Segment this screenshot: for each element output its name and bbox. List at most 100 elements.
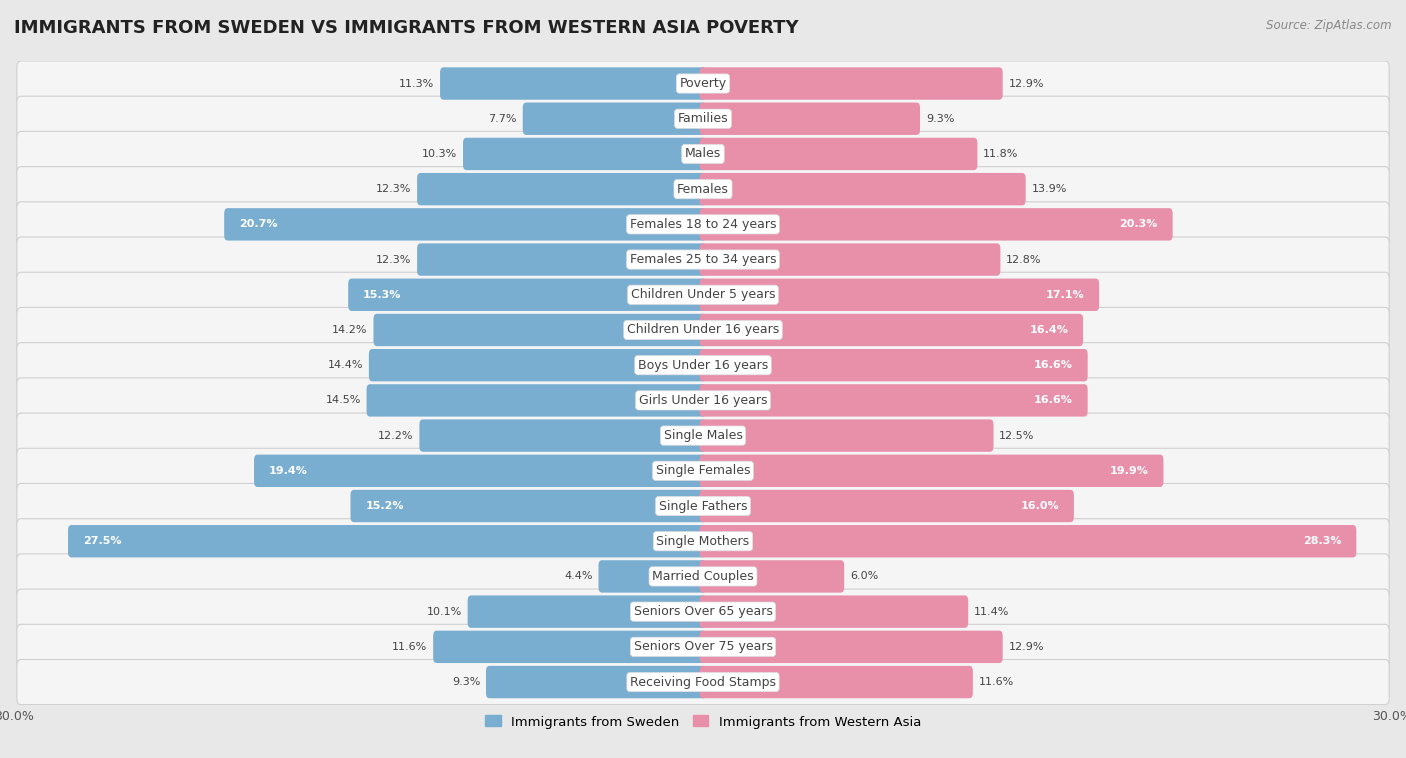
Text: 16.6%: 16.6% <box>1033 360 1073 370</box>
FancyBboxPatch shape <box>700 102 920 135</box>
FancyBboxPatch shape <box>349 279 706 311</box>
FancyBboxPatch shape <box>700 560 844 593</box>
FancyBboxPatch shape <box>17 343 1389 388</box>
Text: 4.4%: 4.4% <box>564 572 593 581</box>
Text: 14.4%: 14.4% <box>328 360 363 370</box>
Text: IMMIGRANTS FROM SWEDEN VS IMMIGRANTS FROM WESTERN ASIA POVERTY: IMMIGRANTS FROM SWEDEN VS IMMIGRANTS FRO… <box>14 19 799 37</box>
Text: 11.4%: 11.4% <box>974 606 1010 617</box>
Text: Single Females: Single Females <box>655 465 751 478</box>
Text: 10.1%: 10.1% <box>426 606 461 617</box>
FancyBboxPatch shape <box>599 560 706 593</box>
FancyBboxPatch shape <box>700 490 1074 522</box>
FancyBboxPatch shape <box>700 419 994 452</box>
FancyBboxPatch shape <box>17 202 1389 247</box>
Text: Females 18 to 24 years: Females 18 to 24 years <box>630 218 776 231</box>
Text: Seniors Over 65 years: Seniors Over 65 years <box>634 605 772 618</box>
FancyBboxPatch shape <box>700 666 973 698</box>
FancyBboxPatch shape <box>468 596 706 628</box>
Text: Seniors Over 75 years: Seniors Over 75 years <box>634 641 772 653</box>
FancyBboxPatch shape <box>17 61 1389 106</box>
FancyBboxPatch shape <box>368 349 706 381</box>
Text: 11.6%: 11.6% <box>392 642 427 652</box>
Text: 9.3%: 9.3% <box>451 677 481 687</box>
Text: Children Under 5 years: Children Under 5 years <box>631 288 775 301</box>
Text: 10.3%: 10.3% <box>422 149 457 159</box>
Text: 7.7%: 7.7% <box>488 114 517 124</box>
FancyBboxPatch shape <box>523 102 706 135</box>
FancyBboxPatch shape <box>700 208 1173 240</box>
FancyBboxPatch shape <box>419 419 706 452</box>
FancyBboxPatch shape <box>700 384 1088 417</box>
FancyBboxPatch shape <box>418 243 706 276</box>
FancyBboxPatch shape <box>463 138 706 170</box>
FancyBboxPatch shape <box>17 237 1389 282</box>
Text: 14.2%: 14.2% <box>332 325 368 335</box>
FancyBboxPatch shape <box>700 314 1083 346</box>
FancyBboxPatch shape <box>17 131 1389 177</box>
Text: 16.0%: 16.0% <box>1021 501 1059 511</box>
FancyBboxPatch shape <box>700 631 1002 663</box>
FancyBboxPatch shape <box>700 279 1099 311</box>
FancyBboxPatch shape <box>486 666 706 698</box>
FancyBboxPatch shape <box>17 625 1389 669</box>
FancyBboxPatch shape <box>17 659 1389 705</box>
FancyBboxPatch shape <box>440 67 706 100</box>
Text: Single Mothers: Single Mothers <box>657 534 749 548</box>
Text: 11.3%: 11.3% <box>399 79 434 89</box>
Text: Married Couples: Married Couples <box>652 570 754 583</box>
Text: Females: Females <box>678 183 728 196</box>
Text: 12.3%: 12.3% <box>375 255 412 265</box>
Text: 27.5%: 27.5% <box>83 536 121 547</box>
Text: 6.0%: 6.0% <box>851 572 879 581</box>
Text: Receiving Food Stamps: Receiving Food Stamps <box>630 675 776 688</box>
Text: Families: Families <box>678 112 728 125</box>
FancyBboxPatch shape <box>17 484 1389 528</box>
FancyBboxPatch shape <box>17 96 1389 141</box>
FancyBboxPatch shape <box>700 455 1163 487</box>
Text: Single Fathers: Single Fathers <box>659 500 747 512</box>
FancyBboxPatch shape <box>17 377 1389 423</box>
FancyBboxPatch shape <box>224 208 706 240</box>
Legend: Immigrants from Sweden, Immigrants from Western Asia: Immigrants from Sweden, Immigrants from … <box>479 710 927 734</box>
FancyBboxPatch shape <box>254 455 706 487</box>
Text: Single Males: Single Males <box>664 429 742 442</box>
FancyBboxPatch shape <box>418 173 706 205</box>
FancyBboxPatch shape <box>367 384 706 417</box>
Text: Children Under 16 years: Children Under 16 years <box>627 324 779 337</box>
FancyBboxPatch shape <box>17 518 1389 564</box>
Text: 15.2%: 15.2% <box>366 501 404 511</box>
Text: 16.6%: 16.6% <box>1033 396 1073 406</box>
Text: 9.3%: 9.3% <box>925 114 955 124</box>
FancyBboxPatch shape <box>700 596 969 628</box>
FancyBboxPatch shape <box>17 308 1389 352</box>
Text: 17.1%: 17.1% <box>1046 290 1084 299</box>
Text: 20.7%: 20.7% <box>239 219 277 230</box>
Text: 28.3%: 28.3% <box>1303 536 1341 547</box>
Text: 12.2%: 12.2% <box>378 431 413 440</box>
FancyBboxPatch shape <box>433 631 706 663</box>
Text: 20.3%: 20.3% <box>1119 219 1157 230</box>
FancyBboxPatch shape <box>700 138 977 170</box>
Text: 16.4%: 16.4% <box>1029 325 1069 335</box>
FancyBboxPatch shape <box>17 413 1389 458</box>
FancyBboxPatch shape <box>17 167 1389 211</box>
FancyBboxPatch shape <box>700 67 1002 100</box>
Text: 19.4%: 19.4% <box>269 466 308 476</box>
FancyBboxPatch shape <box>17 272 1389 318</box>
FancyBboxPatch shape <box>17 448 1389 493</box>
Text: Girls Under 16 years: Girls Under 16 years <box>638 394 768 407</box>
Text: 15.3%: 15.3% <box>363 290 402 299</box>
Text: Source: ZipAtlas.com: Source: ZipAtlas.com <box>1267 19 1392 32</box>
Text: Boys Under 16 years: Boys Under 16 years <box>638 359 768 371</box>
Text: 12.3%: 12.3% <box>375 184 412 194</box>
FancyBboxPatch shape <box>17 589 1389 634</box>
Text: 19.9%: 19.9% <box>1109 466 1149 476</box>
FancyBboxPatch shape <box>67 525 706 557</box>
Text: 11.6%: 11.6% <box>979 677 1014 687</box>
Text: 12.8%: 12.8% <box>1007 255 1042 265</box>
Text: Poverty: Poverty <box>679 77 727 90</box>
FancyBboxPatch shape <box>374 314 706 346</box>
FancyBboxPatch shape <box>700 349 1088 381</box>
Text: 13.9%: 13.9% <box>1032 184 1067 194</box>
Text: 14.5%: 14.5% <box>325 396 361 406</box>
